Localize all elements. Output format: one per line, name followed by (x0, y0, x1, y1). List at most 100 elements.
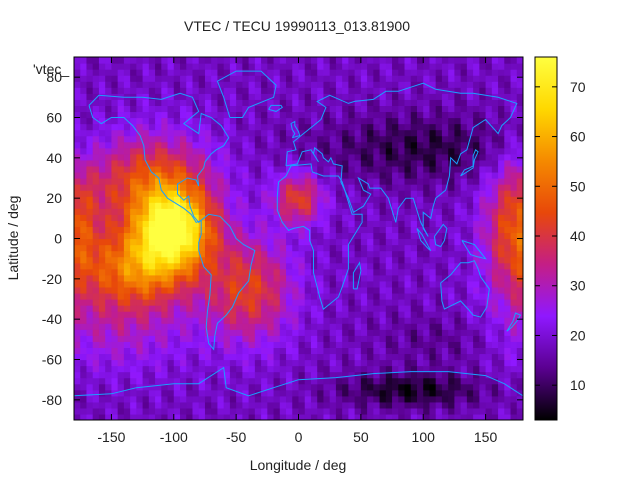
heatmap-cell (86, 401, 94, 409)
heatmap-cell (192, 413, 200, 420)
heatmap-cell (335, 69, 343, 76)
heatmap-cell (111, 63, 119, 70)
heatmap-cell (410, 220, 418, 227)
heatmap-cell (335, 347, 343, 355)
heatmap-cell (74, 81, 81, 88)
heatmap-cell (410, 305, 418, 312)
heatmap-cell (273, 329, 281, 336)
heatmap-cell (148, 359, 156, 367)
heatmap-cell (292, 311, 300, 318)
heatmap-cell (392, 75, 399, 82)
heatmap-cell (204, 280, 212, 288)
y-tick-label: -40 (42, 311, 62, 327)
heatmap-cell (211, 365, 219, 373)
heatmap-cell (192, 250, 200, 258)
heatmap-cell (367, 389, 374, 397)
heatmap-cell (498, 87, 505, 94)
heatmap-cell (155, 75, 162, 82)
heatmap-cell (167, 274, 175, 282)
heatmap-cell (80, 407, 88, 415)
heatmap-cell (348, 214, 356, 221)
heatmap-cell (404, 395, 412, 403)
heatmap-cell (105, 383, 113, 391)
heatmap-cell (167, 377, 175, 385)
heatmap-cell (130, 377, 137, 385)
heatmap-cell (460, 383, 468, 391)
heatmap-cell (267, 250, 275, 258)
heatmap-cell (142, 389, 150, 397)
heatmap-cell (423, 178, 431, 185)
heatmap-cell (286, 244, 293, 252)
heatmap-cell (491, 377, 499, 385)
heatmap-cell (504, 165, 512, 173)
heatmap-cell (279, 377, 287, 385)
heatmap-cell (117, 196, 125, 203)
heatmap-cell (204, 147, 212, 155)
heatmap-cell (485, 87, 493, 94)
heatmap-cell (286, 117, 293, 125)
heatmap-cell (180, 250, 187, 258)
heatmap-cell (111, 305, 119, 312)
heatmap-cell (130, 341, 137, 348)
heatmap-cell (267, 238, 275, 246)
heatmap-cell (186, 190, 194, 197)
heatmap-cell (254, 244, 262, 252)
heatmap-cell (398, 165, 406, 173)
heatmap-cell (473, 159, 480, 167)
heatmap-cell (441, 165, 449, 173)
heatmap-cell (435, 123, 443, 131)
heatmap-cell (136, 341, 144, 348)
heatmap-cell (98, 184, 106, 191)
heatmap-cell (448, 123, 456, 131)
heatmap-cell (498, 341, 505, 348)
heatmap-cell (510, 93, 518, 100)
heatmap-cell (460, 311, 468, 318)
heatmap-cell (423, 286, 431, 294)
heatmap-cell (98, 383, 106, 391)
heatmap-cell (80, 129, 88, 137)
heatmap-cell (423, 159, 431, 167)
heatmap-cell (161, 311, 169, 318)
heatmap-cell (130, 208, 137, 215)
heatmap-cell (516, 341, 523, 348)
heatmap-cell (460, 407, 468, 415)
heatmap-cell (167, 292, 175, 300)
heatmap-cell (435, 377, 443, 385)
heatmap-cell (286, 63, 293, 70)
heatmap-cell (136, 280, 144, 288)
heatmap-cell (80, 299, 88, 306)
heatmap-cell (192, 190, 200, 197)
heatmap-cell (342, 141, 349, 149)
heatmap-cell (86, 220, 94, 227)
heatmap-cell (304, 341, 312, 348)
heatmap-cell (80, 87, 88, 94)
heatmap-cell (416, 190, 424, 197)
heatmap-cell (267, 178, 275, 185)
heatmap-cell (491, 153, 499, 161)
heatmap-cell (360, 171, 368, 179)
heatmap-cell (466, 147, 474, 155)
heatmap-cell (454, 280, 462, 288)
heatmap-cell (448, 317, 456, 324)
heatmap-cell (373, 280, 381, 288)
heatmap-cell (473, 69, 480, 76)
heatmap-cell (354, 377, 362, 385)
heatmap-cell (329, 280, 337, 288)
heatmap-cell (498, 69, 505, 76)
heatmap-cell (98, 359, 106, 367)
heatmap-cell (404, 413, 412, 420)
heatmap-cell (348, 75, 356, 82)
heatmap-cell (254, 226, 262, 234)
heatmap-cell (123, 329, 131, 336)
heatmap-cell (130, 395, 137, 403)
heatmap-cell (273, 147, 281, 155)
heatmap-cell (130, 268, 137, 276)
heatmap-cell (111, 147, 119, 155)
heatmap-cell (286, 335, 293, 342)
heatmap-cell (329, 323, 337, 330)
heatmap-cell (80, 341, 88, 348)
heatmap-cell (279, 208, 287, 215)
heatmap-cell (80, 220, 88, 227)
heatmap-cell (192, 75, 200, 82)
heatmap-cell (466, 99, 474, 106)
